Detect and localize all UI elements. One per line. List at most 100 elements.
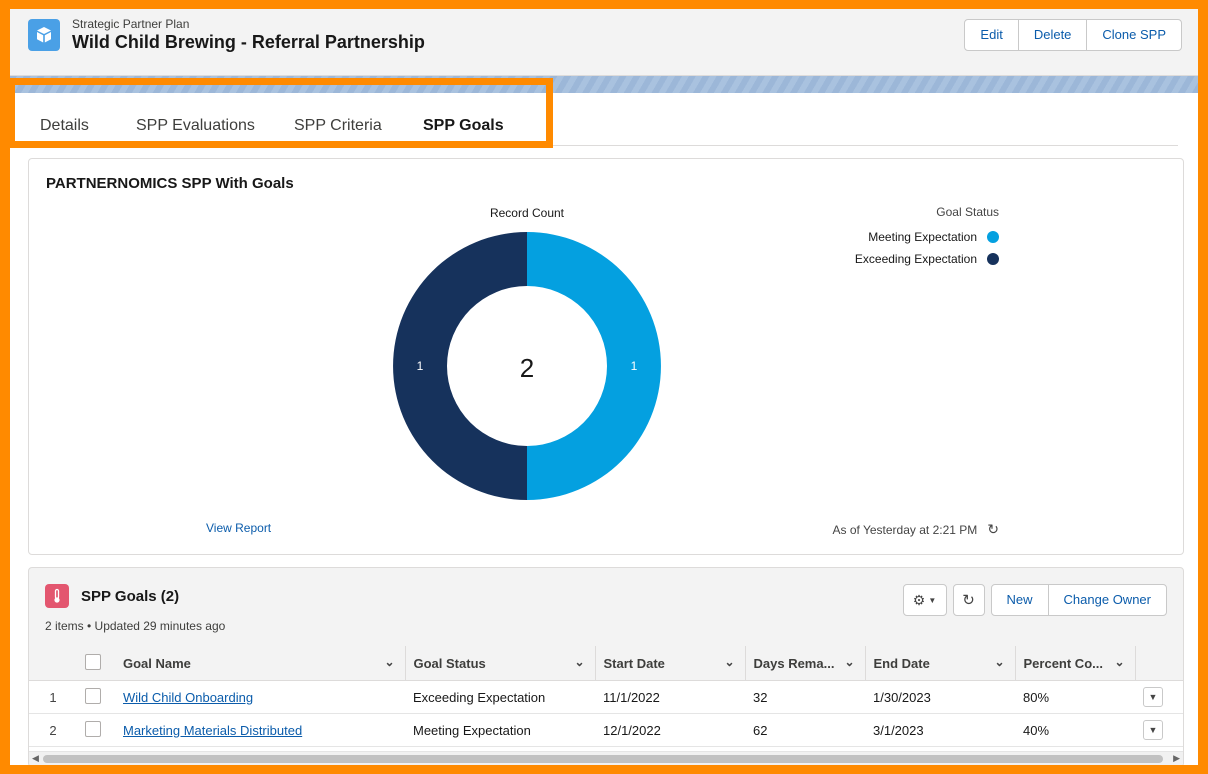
percent-complete-cell: 80% — [1015, 680, 1135, 714]
spp-goals-related-list: SPP Goals (2) 2 items • Updated 29 minut… — [28, 567, 1184, 765]
donut-slice-meeting-expectation[interactable] — [527, 232, 661, 500]
goal-name-link[interactable]: Wild Child Onboarding — [123, 689, 254, 705]
list-settings-button[interactable]: ⚙ ▼ — [902, 584, 947, 616]
days-remaining-cell: 62 — [745, 713, 865, 747]
goal-name-cell: Marketing Materials Distributed — [115, 713, 405, 747]
goal-status-cell: Meeting Expectation — [405, 713, 595, 747]
object-label: Strategic Partner Plan — [72, 17, 190, 31]
donut-slice-value-label: 1 — [417, 359, 424, 373]
list-button-group: New Change Owner — [990, 584, 1167, 616]
chevron-down-icon[interactable]: ⌄ — [384, 655, 395, 669]
actions-header — [1135, 646, 1183, 681]
column-header-end-date[interactable]: End Date ⌄ — [865, 646, 1016, 681]
tabs-panel: Details SPP Evaluations SPP Criteria SPP… — [28, 93, 1196, 155]
column-label: Start Date — [603, 655, 665, 671]
legend-label: Exceeding Expectation — [854, 252, 977, 266]
chevron-down-icon[interactable]: ⌄ — [994, 655, 1005, 669]
table-header-row: Goal Name ⌄ Goal Status ⌄ Start Date ⌄ Days… — [29, 646, 1183, 681]
goal-name-link[interactable]: Marketing Materials Distributed — [123, 722, 303, 738]
refresh-icon: ↻ — [962, 592, 975, 609]
chevron-down-icon[interactable]: ⌄ — [724, 655, 735, 669]
related-list-actions: ⚙ ▼ ↻ New Change Owner — [902, 584, 1167, 616]
list-refresh-button[interactable]: ↻ — [952, 584, 985, 616]
chevron-down-icon[interactable]: ⌄ — [844, 655, 855, 669]
column-label: End Date — [873, 655, 930, 671]
report-chart-card: PARTNERNOMICS SPP With Goals Record Coun… — [28, 158, 1184, 555]
horizontal-scrollbar[interactable]: ◀ ▶ — [29, 751, 1183, 765]
legend-title: Goal Status — [936, 205, 999, 219]
chevron-down-icon[interactable]: ⌄ — [574, 655, 585, 669]
row-number-header — [29, 646, 77, 681]
end-date-cell: 3/1/2023 — [865, 713, 1015, 747]
column-header-percent-complete[interactable]: Percent Co... ⌄ — [1015, 646, 1136, 681]
row-action-menu-icon[interactable]: ▼ — [1143, 687, 1163, 707]
view-report-link[interactable]: View Report — [206, 521, 272, 535]
new-button[interactable]: New — [1006, 592, 1033, 607]
tab-bar: Details SPP Evaluations SPP Criteria SPP… — [28, 93, 1178, 146]
donut-center-total: 2 — [520, 353, 534, 383]
delete-button[interactable]: Delete — [1017, 20, 1087, 50]
legend-label: Meeting Expectation — [868, 230, 977, 244]
donut-slice-exceeding-expectation[interactable] — [393, 232, 527, 500]
select-all-checkbox[interactable] — [85, 653, 101, 670]
row-select-cell — [77, 713, 115, 747]
column-header-goal-status[interactable]: Goal Status ⌄ — [405, 646, 596, 681]
column-label: Goal Name — [123, 655, 191, 671]
refresh-icon[interactable]: ↻ — [987, 521, 999, 537]
days-remaining-cell: 32 — [745, 680, 865, 714]
tab-spp-evaluations[interactable]: SPP Evaluations — [136, 117, 255, 134]
related-list-meta: 2 items • Updated 29 minutes ago — [45, 619, 226, 633]
select-all-header — [77, 646, 115, 681]
tab-spp-criteria[interactable]: SPP Criteria — [294, 117, 382, 134]
column-label: Goal Status — [413, 655, 486, 671]
column-label: Days Rema... — [753, 655, 835, 671]
legend-dot-icon — [987, 253, 999, 265]
chart-title: Record Count — [490, 206, 565, 220]
column-header-goal-name[interactable]: Goal Name ⌄ — [115, 646, 406, 681]
legend-dot-icon — [987, 231, 999, 243]
goal-status-cell: Exceeding Expectation — [405, 680, 595, 714]
percent-complete-cell: 40% — [1015, 713, 1135, 747]
scrollbar-thumb[interactable] — [43, 755, 1163, 763]
table-row: 2 Marketing Materials Distributed Meetin… — [29, 713, 1183, 747]
end-date-cell: 1/30/2023 — [865, 680, 1015, 714]
related-list-title[interactable]: SPP Goals (2) — [81, 588, 180, 605]
edit-button[interactable]: Edit — [980, 27, 1003, 42]
record-header: Strategic Partner Plan Wild Child Brewin… — [10, 9, 1198, 76]
chevron-down-icon[interactable]: ⌄ — [1114, 655, 1125, 669]
legend-item-meeting[interactable]: Meeting Expectation — [868, 230, 999, 244]
change-owner-button[interactable]: Change Owner — [1047, 585, 1166, 615]
clone-spp-button[interactable]: Clone SPP — [1086, 20, 1181, 50]
refresh-status: As of Yesterday at 2:21 PM ↻ — [833, 521, 1000, 538]
goal-name-cell: Wild Child Onboarding — [115, 680, 405, 714]
start-date-cell: 11/1/2022 — [595, 680, 745, 714]
row-action-menu-icon[interactable]: ▼ — [1143, 720, 1163, 740]
as-of-text: As of Yesterday at 2:21 PM — [832, 522, 978, 537]
chart-card-title: PARTNERNOMICS SPP With Goals — [46, 175, 294, 192]
column-label: Percent Co... — [1023, 655, 1103, 671]
tab-spp-goals[interactable]: SPP Goals — [411, 93, 516, 145]
row-actions-cell: ▼ — [1135, 713, 1183, 747]
tab-details[interactable]: Details — [40, 117, 89, 134]
row-checkbox[interactable] — [85, 720, 101, 737]
column-header-days-remaining[interactable]: Days Rema... ⌄ — [745, 646, 866, 681]
row-actions-cell: ▼ — [1135, 680, 1183, 714]
record-title: Wild Child Brewing - Referral Partnershi… — [72, 32, 425, 52]
donut-chart: Record Count 2 1 1 — [393, 206, 661, 500]
table-row: 1 Wild Child Onboarding Exceeding Expect… — [29, 680, 1183, 714]
scroll-right-icon[interactable]: ▶ — [1173, 753, 1180, 763]
header-background-band — [10, 76, 1198, 93]
row-select-cell — [77, 680, 115, 714]
thermometer-icon — [45, 584, 69, 608]
goals-table: Goal Name ⌄ Goal Status ⌄ Start Date ⌄ Days… — [29, 646, 1183, 747]
donut-slice-value-label: 1 — [631, 359, 638, 373]
goals-table-wrapper: Goal Name ⌄ Goal Status ⌄ Start Date ⌄ Days… — [29, 646, 1183, 765]
cube-icon — [28, 19, 60, 51]
column-header-start-date[interactable]: Start Date ⌄ — [595, 646, 746, 681]
row-checkbox[interactable] — [85, 687, 101, 704]
row-number: 2 — [29, 713, 77, 747]
record-page: Strategic Partner Plan Wild Child Brewin… — [10, 9, 1198, 765]
row-number: 1 — [29, 680, 77, 714]
legend-item-exceeding[interactable]: Exceeding Expectation — [855, 252, 999, 266]
scroll-left-icon[interactable]: ◀ — [32, 753, 39, 763]
